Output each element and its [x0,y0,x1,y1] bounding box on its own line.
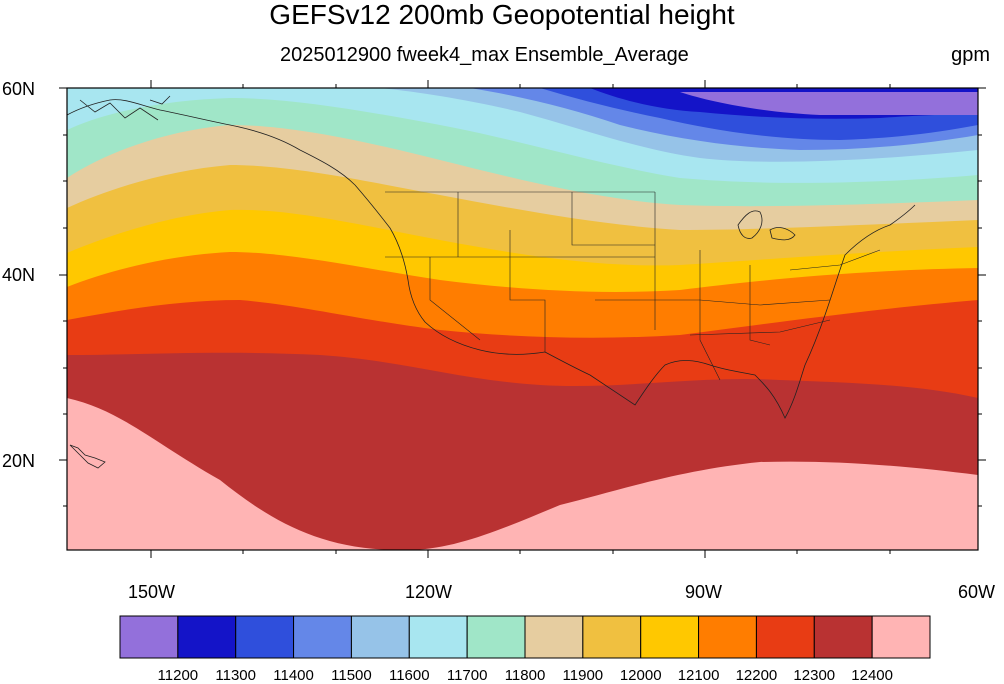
colorbar [119,615,931,659]
colorbar-swatch [582,615,642,659]
colorbar-swatch [640,615,700,659]
colorbar-tick-label: 11300 [215,667,257,684]
map-title: GEFSv12 200mb Geopotential height [269,0,735,30]
lat-label-40n: 40N [2,265,36,285]
colorbar-tick-label: 12300 [793,667,836,684]
coastlines [67,95,916,469]
colorbar-swatch [813,615,873,659]
lat-label-20n: 20N [2,451,36,471]
colorbar-tick-label: 12000 [619,667,662,684]
colorbar-swatch [119,615,179,659]
colorbar-tick-label: 11500 [331,667,372,684]
colorbar-tick-label: 11700 [446,667,488,684]
colorbar-tick-label: 12200 [735,667,778,684]
colorbar-swatch [177,615,237,659]
colorbar-tick-label: 11800 [504,667,546,684]
colorbar-swatch [524,615,584,659]
plot-frame [66,87,979,551]
axis-ticks [59,80,986,558]
lon-label-90w: 90W [685,582,723,602]
lat-label-60n: 60N [2,79,36,99]
colorbar-swatch [350,615,410,659]
colorbar-swatch [235,615,295,659]
map-subtitle: 2025012900 fweek4_max Ensemble_Average [280,44,689,66]
colorbar-tick-label: 12400 [851,667,893,684]
colorbar-swatch [871,615,931,659]
colorbar-swatch [293,615,352,659]
colorbar-swatch [408,615,468,659]
colorbar-swatch [466,615,526,659]
colorbar-tick-label: 11900 [562,667,604,684]
colorbar-swatch [698,615,757,659]
lon-label-150w: 150W [128,582,176,602]
contour-field [67,88,978,550]
lon-label-120w: 120W [405,582,453,602]
lon-label-60w: 60W [958,582,996,602]
colorbar-tick-label: 11400 [273,667,314,684]
units-label: gpm [951,44,990,66]
colorbar-tick-label: 12100 [677,667,720,684]
state-borders [385,191,881,381]
colorbar-tick-label: 11200 [157,667,199,684]
band-11100 [680,92,978,115]
colorbar-swatch [755,615,815,659]
colorbar-tick-label: 11600 [388,667,430,684]
